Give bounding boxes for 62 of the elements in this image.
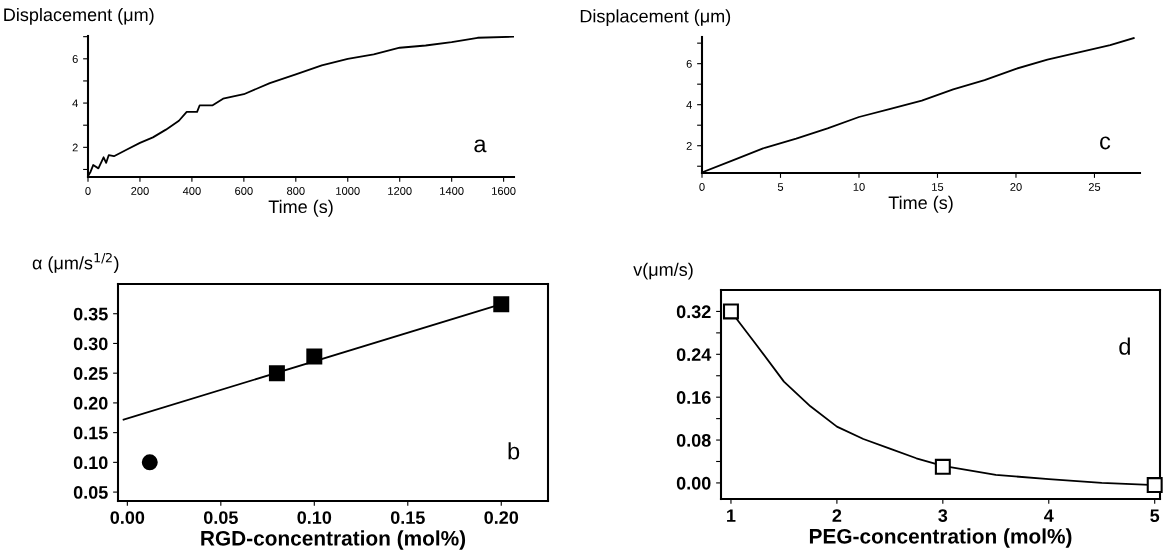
x-tick-label: 10: [853, 183, 865, 191]
x-tick-label: 800: [287, 187, 305, 195]
x-tick-label: 1400: [440, 187, 464, 195]
y-axis-title: Displacement (μm): [580, 9, 731, 27]
y-axis-title: Displacement (μm): [4, 7, 154, 25]
x-tick-label: 200: [131, 187, 149, 195]
x-tick-label: 600: [235, 187, 253, 195]
x-tick-label: 1600: [492, 187, 516, 195]
x-tick-label: 5: [1150, 509, 1160, 522]
y-tick-label: 0.32: [676, 305, 711, 319]
annotation: d: [1119, 337, 1130, 355]
x-tick-label: 1: [727, 509, 736, 522]
y-tick-label: 0.30: [73, 337, 108, 351]
x-axis-title: Time (s): [888, 195, 953, 213]
y-tick-label: 0.15: [73, 426, 108, 440]
x-tick-label: 15: [932, 183, 944, 191]
point: [722, 303, 739, 320]
y-tick-label: 0.24: [676, 348, 712, 362]
y-tick-label: 4: [72, 99, 78, 108]
x-tick-label: 5: [777, 183, 784, 191]
y-tick-label: 0.08: [676, 433, 711, 447]
y-axis-title: v(μm/s): [633, 262, 693, 280]
x-tick-label: 0: [85, 187, 91, 195]
x-tick-label: 4: [1044, 509, 1054, 522]
x-tick-label: 25: [1088, 183, 1101, 191]
x-axis-title: PEG-concentration (mol%): [809, 528, 1072, 548]
y-tick-label: 0.05: [73, 486, 108, 499]
x-tick-label: 20: [1010, 183, 1022, 191]
x-tick-label: 1000: [336, 187, 360, 195]
y-tick-label: 0.35: [73, 307, 108, 321]
y-axis-title: α (μm/s$^{1/2}$): [32, 252, 119, 273]
y-tick-label: 2: [72, 143, 78, 152]
point: [268, 365, 285, 382]
y-tick-label: 2: [686, 141, 692, 150]
point: [141, 454, 158, 471]
y-tick-label: 6: [72, 55, 78, 63]
x-axis-title: Time (s): [268, 199, 333, 217]
point: [306, 348, 323, 365]
point: [1146, 477, 1163, 494]
x-tick-label: 3: [938, 509, 948, 523]
y-tick-label: 0.10: [73, 456, 108, 470]
annotation: a: [474, 139, 487, 153]
annotation: b: [508, 442, 520, 460]
x-axis-title: RGD-concentration (mol%): [201, 530, 466, 550]
x-tick-label: 0.15: [390, 511, 425, 524]
annotation: c: [1100, 136, 1111, 150]
y-tick-label: 0.00: [676, 476, 711, 490]
x-tick-label: 400: [182, 187, 201, 195]
y-tick-label: 0.20: [73, 396, 108, 410]
x-tick-label: 0.05: [203, 511, 238, 524]
point: [493, 296, 510, 313]
y-tick-label: 0.25: [73, 367, 108, 380]
x-tick-label: 0.00: [110, 511, 145, 524]
x-tick-label: 0.20: [484, 511, 519, 524]
y-tick-label: 4: [686, 101, 692, 109]
x-tick-label: 0: [699, 183, 705, 191]
x-tick-label: 0.10: [297, 511, 332, 524]
x-tick-label: 1200: [388, 187, 412, 195]
x-tick-label: 2: [832, 509, 842, 522]
y-tick-label: 0.16: [676, 391, 711, 404]
y-tick-label: 6: [686, 59, 692, 68]
point: [934, 458, 951, 475]
